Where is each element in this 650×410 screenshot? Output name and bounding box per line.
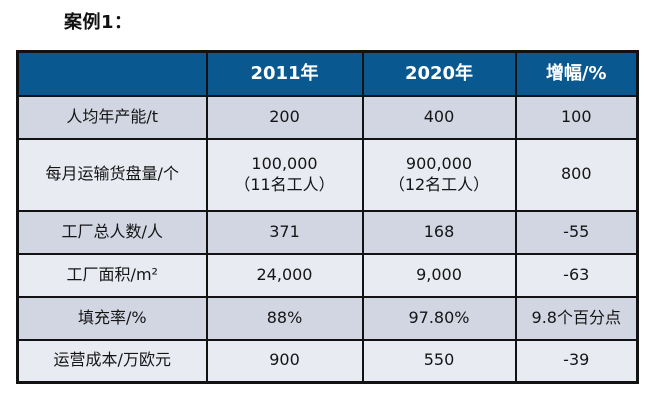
- row-label-cell: 填充率/%: [16, 295, 208, 341]
- table-row: 每月运输货盘量/个 100,000 （11名工人） 900,000 （12名工人…: [16, 137, 639, 212]
- value-cell-2020: 97.80%: [361, 295, 517, 341]
- table-row: 运营成本/万欧元 900 550 -39: [16, 338, 639, 384]
- header-col-2020: 2020年: [361, 50, 517, 97]
- header-col-2011: 2011年: [205, 50, 364, 97]
- value-cell-2011: 200: [205, 94, 364, 140]
- value-cell-change: 800: [514, 137, 639, 212]
- value-cell-change: -55: [514, 209, 639, 255]
- value-cell-2011: 371: [205, 209, 364, 255]
- value-cell-change: 9.8个百分点: [514, 295, 639, 341]
- table-row: 工厂面积/m² 24,000 9,000 -63: [16, 252, 639, 298]
- row-label-cell: 工厂面积/m²: [16, 252, 208, 298]
- value-cell-2020: 168: [361, 209, 517, 255]
- value-cell-change: 100: [514, 94, 639, 140]
- header-empty-cell: [16, 50, 208, 97]
- value-cell-change: -63: [514, 252, 639, 298]
- page-title: 案例1：: [64, 12, 133, 33]
- value-cell-2011: 88%: [205, 295, 364, 341]
- value-cell-change: -39: [514, 338, 639, 384]
- value-cell-2020: 900,000 （12名工人）: [361, 137, 517, 212]
- row-label-cell: 人均年产能/t: [16, 94, 208, 140]
- table-row: 填充率/% 88% 97.80% 9.8个百分点: [16, 295, 639, 341]
- table-header-row: 2011年 2020年 增幅/%: [16, 50, 639, 97]
- value-cell-2011: 24,000: [205, 252, 364, 298]
- row-label-cell: 工厂总人数/人: [16, 209, 208, 255]
- value-cell-2011: 100,000 （11名工人）: [205, 137, 364, 212]
- value-cell-2020: 9,000: [361, 252, 517, 298]
- header-col-change: 增幅/%: [514, 50, 639, 97]
- row-label-cell: 每月运输货盘量/个: [16, 137, 208, 212]
- table-row: 工厂总人数/人 371 168 -55: [16, 209, 639, 255]
- case-data-table: 2011年 2020年 增幅/% 人均年产能/t 200 400 100 每月运…: [16, 50, 639, 384]
- row-label-cell: 运营成本/万欧元: [16, 338, 208, 384]
- table-row: 人均年产能/t 200 400 100: [16, 94, 639, 140]
- value-cell-2011: 900: [205, 338, 364, 384]
- value-cell-2020: 550: [361, 338, 517, 384]
- value-cell-2020: 400: [361, 94, 517, 140]
